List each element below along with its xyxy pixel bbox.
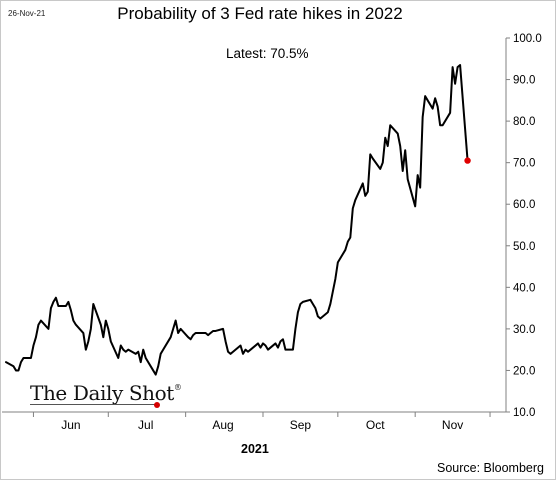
latest-annotation: Latest: 70.5%	[226, 46, 309, 61]
date-stamp: 26-Nov-21	[8, 9, 46, 18]
logo-registered-mark: ®	[173, 383, 182, 392]
x-tick-label: Sep	[290, 418, 312, 432]
logo-dot	[154, 401, 160, 408]
y-tick-label: 50.0	[513, 241, 535, 253]
x-tick-label: Jun	[61, 418, 80, 432]
y-tick-label: 30.0	[513, 324, 535, 336]
x-tick-label: Aug	[212, 418, 233, 432]
y-tick-label: 70.0	[513, 158, 535, 170]
logo-underline	[30, 404, 156, 405]
x-tick-label: Oct	[366, 418, 385, 432]
brand-logo: The Daily Shot®	[30, 381, 182, 405]
y-tick-label: 60.0	[513, 199, 535, 211]
y-tick-label: 10.0	[513, 407, 535, 419]
series-line	[5, 64, 469, 376]
chart-title: Probability of 3 Fed rate hikes in 2022	[117, 4, 403, 23]
y-tick-label: 90.0	[513, 75, 535, 87]
y-tick-label: 80.0	[513, 116, 535, 128]
x-tick-label: Nov	[442, 418, 463, 432]
x-axis-year-label: 2021	[241, 442, 269, 456]
y-tick-label: 40.0	[513, 282, 535, 294]
logo-text: The Daily Shot	[30, 381, 174, 405]
y-tick-label: 20.0	[513, 365, 535, 377]
source-note: Source: Bloomberg	[436, 461, 544, 475]
x-tick-label: Jul	[138, 418, 153, 432]
y-tick-label: 100.0	[513, 33, 542, 45]
latest-point-marker	[464, 157, 471, 164]
